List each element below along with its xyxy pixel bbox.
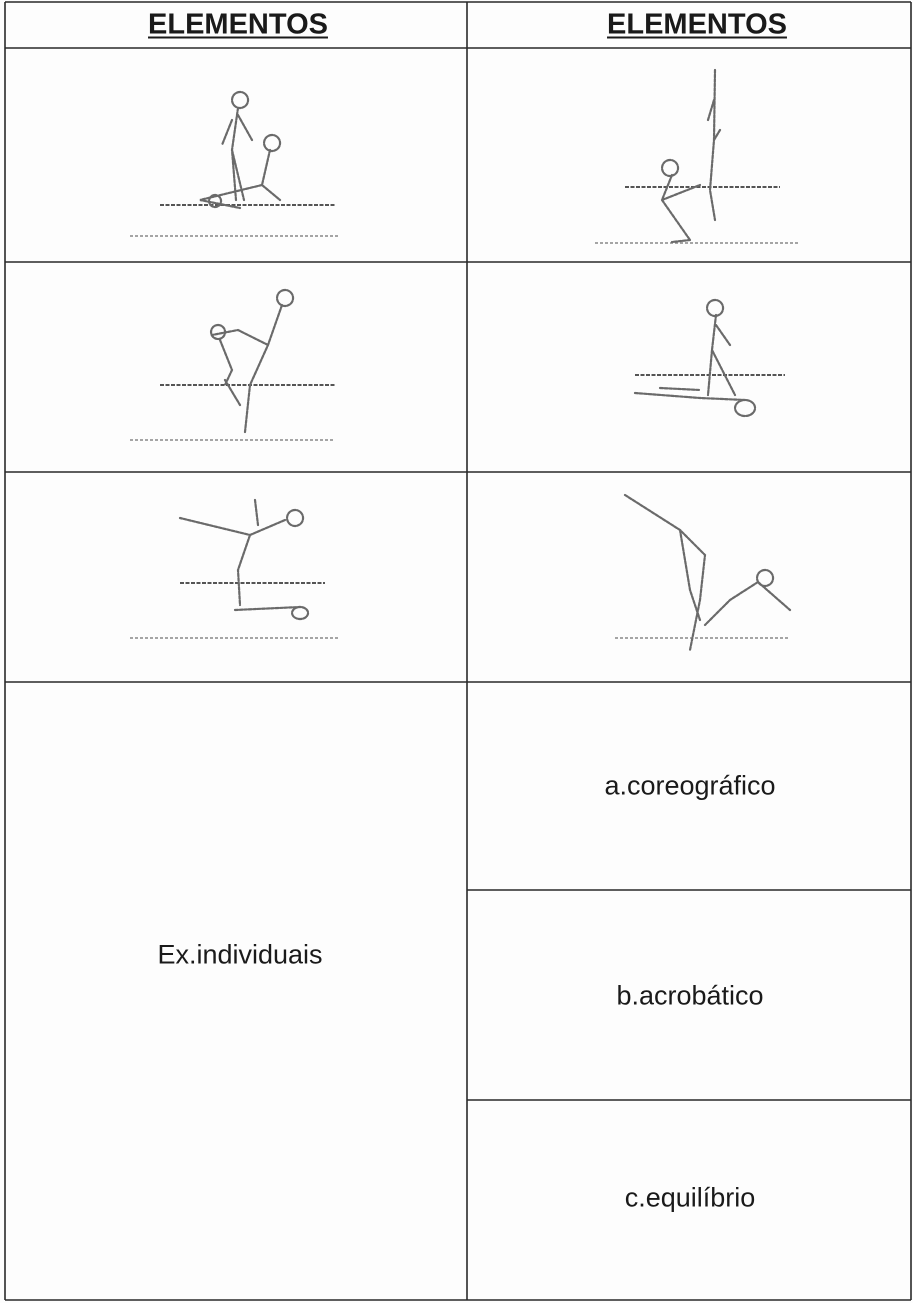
sketch-stroke xyxy=(633,386,757,418)
table-borders xyxy=(4,1,912,1301)
sketch-stroke xyxy=(706,298,737,397)
sketch-stroke xyxy=(199,133,282,210)
gymnast-sketch xyxy=(130,90,340,237)
gymnast-sketch xyxy=(633,298,785,418)
gymnast-sketch xyxy=(595,68,800,244)
sketch-stroke xyxy=(623,493,707,652)
gymnast-sketch xyxy=(615,493,792,652)
sketch-stroke xyxy=(209,323,234,387)
sketch-stroke xyxy=(178,498,305,607)
sketch-stroke xyxy=(233,605,310,621)
sketch-stroke xyxy=(706,68,722,222)
item-label: c.equilíbrio xyxy=(624,1182,756,1213)
group-label: Ex.individuais xyxy=(157,939,323,970)
sketch-stroke xyxy=(210,288,295,434)
item-label: a.coreográfico xyxy=(604,770,776,801)
sketch-stroke xyxy=(703,568,792,627)
sketch-stroke xyxy=(220,90,254,202)
sketch-stroke xyxy=(660,158,702,244)
column-header: ELEMENTOS xyxy=(607,8,787,41)
column-header: ELEMENTOS xyxy=(148,8,328,41)
gymnast-sketch xyxy=(130,498,340,639)
gymnast-sketch xyxy=(130,288,335,441)
item-label: b.acrobático xyxy=(616,980,764,1011)
